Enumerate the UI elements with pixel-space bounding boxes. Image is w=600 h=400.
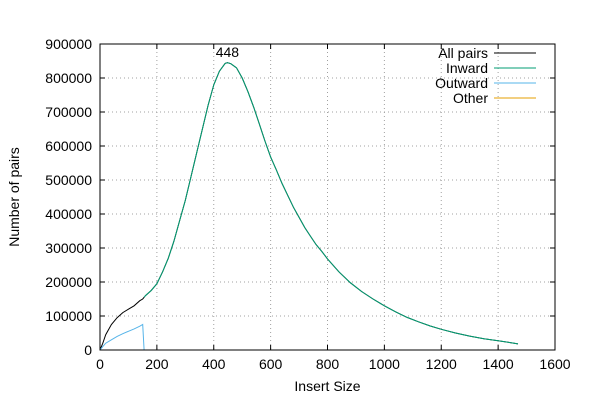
y-axis-label: Number of pairs [6, 147, 22, 247]
legend-label: Inward [446, 60, 488, 76]
series-line-outward [99, 323, 145, 351]
y-tick-label: 900000 [45, 36, 92, 52]
series-line-inward [143, 62, 519, 345]
legend-label: Outward [435, 75, 488, 91]
x-tick-label: 200 [145, 356, 169, 372]
x-tick-label: 600 [259, 356, 283, 372]
x-tick-label: 0 [96, 356, 104, 372]
peak-annotation: 448 [216, 44, 240, 60]
plot-frame [99, 43, 556, 351]
y-tick-label: 600000 [45, 138, 92, 154]
x-tick-label: 800 [316, 356, 340, 372]
y-tick-label: 100000 [45, 308, 92, 324]
grid-lines [100, 44, 555, 350]
x-tick-label: 1400 [483, 356, 514, 372]
x-tick-label: 1000 [369, 356, 400, 372]
x-tick-label: 1200 [426, 356, 457, 372]
x-axis-label: Insert Size [294, 378, 360, 394]
y-tick-label: 0 [84, 342, 92, 358]
y-tick-label: 500000 [45, 172, 92, 188]
y-tick-label: 300000 [45, 240, 92, 256]
x-tick-label: 1600 [539, 356, 570, 372]
axis-ticks: 0 200 400 600 800 1000 1200 1400 1600 0 100000 2000… [45, 36, 570, 372]
y-tick-label: 700000 [45, 104, 92, 120]
legend-label: Other [453, 90, 488, 106]
y-tick-label: 200000 [45, 274, 92, 290]
x-tick-label: 400 [202, 356, 226, 372]
legend-label: All pairs [438, 45, 488, 61]
y-tick-label: 400000 [45, 206, 92, 222]
y-tick-label: 800000 [45, 70, 92, 86]
